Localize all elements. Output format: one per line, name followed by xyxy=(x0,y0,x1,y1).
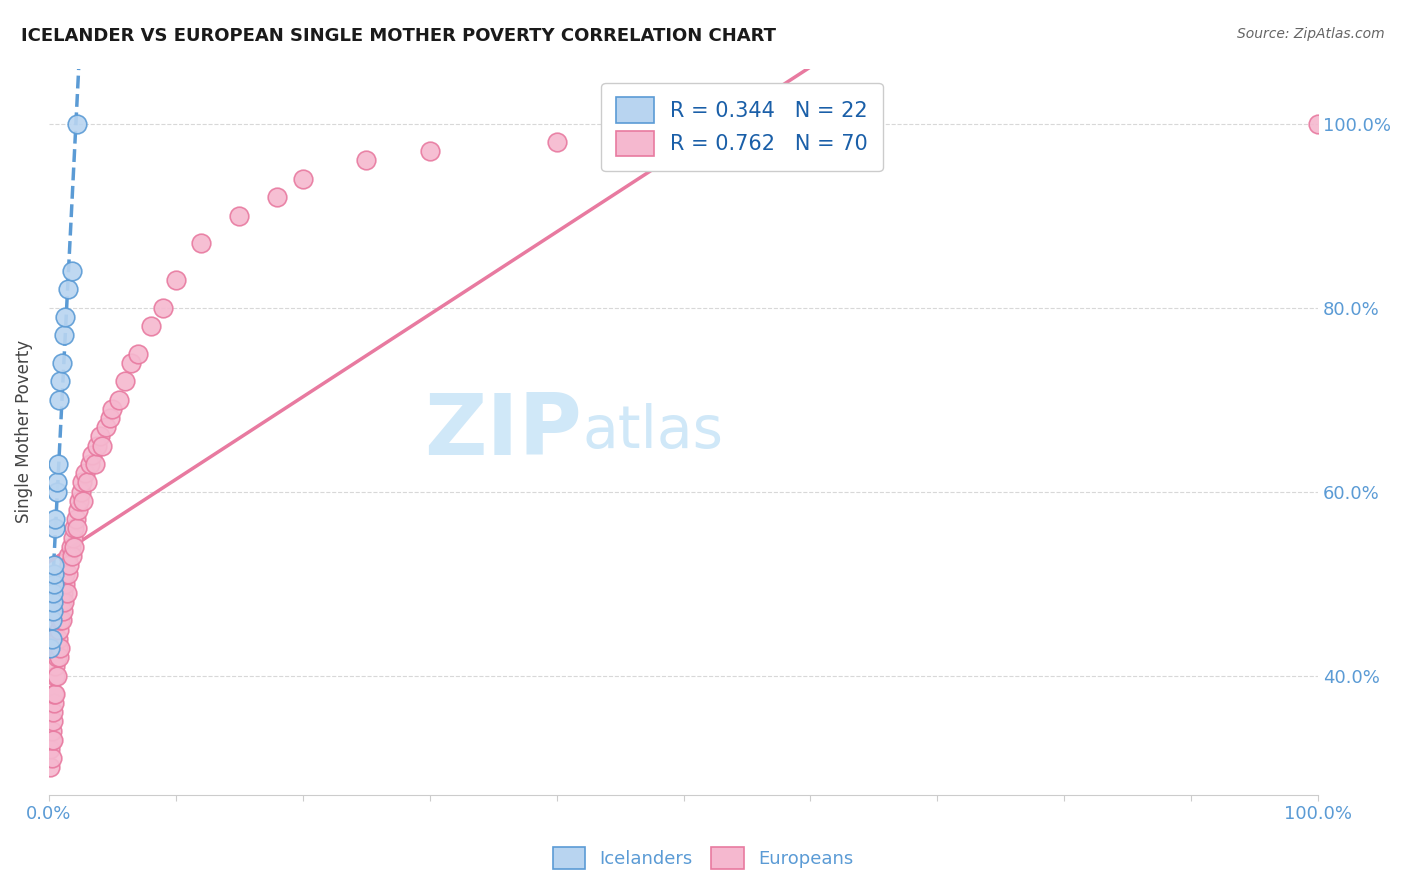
Legend: Icelanders, Europeans: Icelanders, Europeans xyxy=(544,838,862,879)
Point xyxy=(228,209,250,223)
Point xyxy=(55,576,77,591)
Point xyxy=(56,549,79,563)
Point xyxy=(46,457,69,471)
Point xyxy=(45,475,67,490)
Point xyxy=(114,374,136,388)
Point xyxy=(41,751,63,765)
Text: ICELANDER VS EUROPEAN SINGLE MOTHER POVERTY CORRELATION CHART: ICELANDER VS EUROPEAN SINGLE MOTHER POVE… xyxy=(21,27,776,45)
Point xyxy=(51,595,73,609)
Point xyxy=(44,659,66,673)
Point xyxy=(89,429,111,443)
Point xyxy=(83,457,105,471)
Point xyxy=(42,687,65,701)
Point xyxy=(39,640,62,655)
Point xyxy=(59,540,82,554)
Point xyxy=(42,714,65,729)
Point xyxy=(41,732,63,747)
Point xyxy=(79,457,101,471)
Point xyxy=(41,632,63,646)
Point xyxy=(73,466,96,480)
Point xyxy=(56,567,79,582)
Point xyxy=(419,145,441,159)
Point xyxy=(52,604,75,618)
Point xyxy=(46,632,69,646)
Point xyxy=(546,135,568,149)
Point xyxy=(356,153,378,168)
Point xyxy=(42,706,65,720)
Point xyxy=(49,613,72,627)
Point xyxy=(127,346,149,360)
Point xyxy=(44,512,66,526)
Point xyxy=(39,742,62,756)
Point xyxy=(58,558,80,573)
Point xyxy=(39,760,62,774)
Text: ZIP: ZIP xyxy=(425,391,582,474)
Point xyxy=(91,439,114,453)
Point xyxy=(53,328,76,343)
Point xyxy=(66,521,89,535)
Y-axis label: Single Mother Poverty: Single Mother Poverty xyxy=(15,340,32,524)
Point xyxy=(62,531,84,545)
Point xyxy=(48,650,70,665)
Point xyxy=(266,190,288,204)
Point xyxy=(69,484,91,499)
Point xyxy=(291,172,314,186)
Point xyxy=(165,273,187,287)
Point xyxy=(42,732,65,747)
Point xyxy=(41,723,63,738)
Text: atlas: atlas xyxy=(582,403,723,460)
Point xyxy=(49,374,72,388)
Point xyxy=(49,640,72,655)
Point xyxy=(41,613,63,627)
Point xyxy=(139,319,162,334)
Point xyxy=(48,623,70,637)
Point xyxy=(44,521,66,535)
Point xyxy=(67,493,90,508)
Point xyxy=(121,356,143,370)
Point xyxy=(94,420,117,434)
Point xyxy=(56,282,79,296)
Point xyxy=(107,392,129,407)
Point xyxy=(42,567,65,582)
Point xyxy=(44,668,66,682)
Point xyxy=(51,356,73,370)
Point xyxy=(55,310,77,324)
Point xyxy=(55,567,77,582)
Point xyxy=(60,264,83,278)
Point xyxy=(63,521,86,535)
Point xyxy=(63,540,86,554)
Point xyxy=(42,558,65,573)
Point xyxy=(42,595,65,609)
Point xyxy=(1308,117,1330,131)
Point xyxy=(70,475,93,490)
Point xyxy=(45,650,67,665)
Point xyxy=(152,301,174,315)
Point xyxy=(48,392,70,407)
Point xyxy=(65,512,87,526)
Point xyxy=(45,668,67,682)
Point xyxy=(44,687,66,701)
Point xyxy=(52,586,75,600)
Point xyxy=(55,586,77,600)
Point xyxy=(82,448,104,462)
Point xyxy=(42,604,65,618)
Point xyxy=(72,493,94,508)
Point xyxy=(101,401,124,416)
Point xyxy=(76,475,98,490)
Text: Source: ZipAtlas.com: Source: ZipAtlas.com xyxy=(1237,27,1385,41)
Point xyxy=(86,439,108,453)
Point xyxy=(42,696,65,710)
Point xyxy=(51,613,73,627)
Point xyxy=(42,576,65,591)
Point xyxy=(60,549,83,563)
Point xyxy=(98,411,121,425)
Point xyxy=(53,595,76,609)
Point xyxy=(190,236,212,251)
Point xyxy=(67,503,90,517)
Point xyxy=(42,586,65,600)
Point xyxy=(45,484,67,499)
Point xyxy=(46,640,69,655)
Legend: R = 0.344   N = 22, R = 0.762   N = 70: R = 0.344 N = 22, R = 0.762 N = 70 xyxy=(602,83,883,171)
Point xyxy=(66,117,89,131)
